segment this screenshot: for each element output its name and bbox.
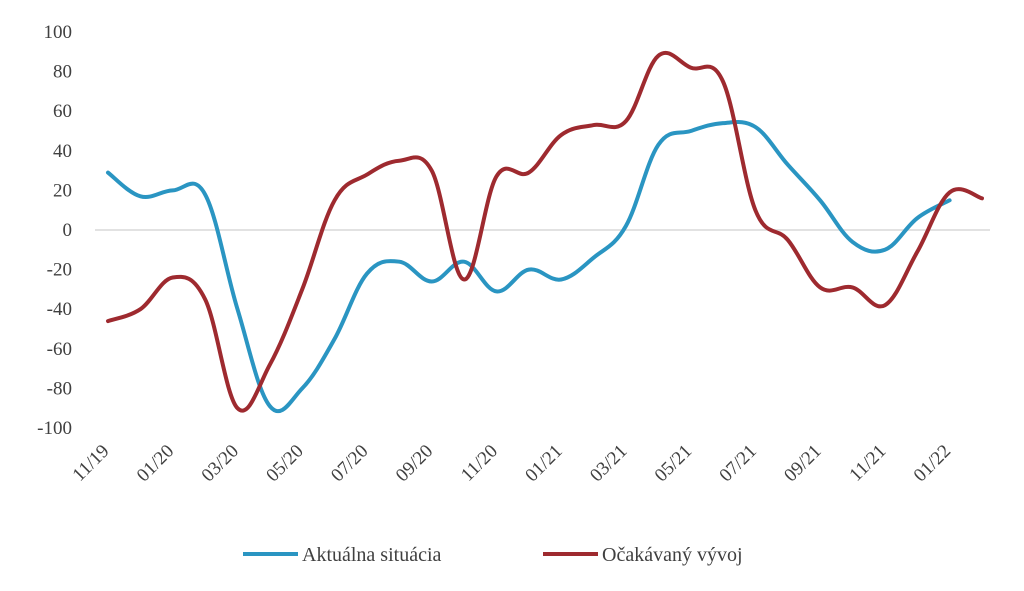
- x-tick-label: 07/21: [715, 441, 760, 486]
- x-tick-label: 05/21: [651, 441, 696, 486]
- y-tick-label: 20: [53, 180, 72, 201]
- y-tick-label: 0: [63, 220, 73, 241]
- x-tick-label: 11/21: [845, 441, 890, 486]
- legend-label-1: Aktuálna situácia: [302, 544, 442, 566]
- y-tick-label: -20: [47, 260, 72, 281]
- y-tick-label: -40: [47, 299, 72, 320]
- x-tick-label: 05/20: [262, 441, 307, 486]
- y-tick-label: 100: [44, 22, 73, 43]
- x-tick-label: 09/20: [392, 441, 437, 486]
- y-axis: 100 80 60 40 20 0 -20 -40 -60 -80 -100: [37, 22, 72, 439]
- x-tick-label: 01/21: [521, 441, 566, 486]
- x-tick-label: 11/20: [457, 441, 502, 486]
- series-line-2: [106, 50, 984, 413]
- legend-label-2: Očakávaný vývoj: [602, 544, 743, 566]
- series-line-1: [106, 120, 952, 414]
- x-tick-label: 11/19: [69, 441, 114, 486]
- y-tick-label: 40: [53, 141, 72, 162]
- legend: Aktuálna situácia Očakávaný vývoj: [243, 544, 743, 566]
- y-tick-label: 60: [53, 101, 72, 122]
- y-tick-label: -80: [47, 378, 72, 399]
- x-tick-label: 01/20: [133, 441, 178, 486]
- series-layer: [106, 50, 984, 414]
- y-tick-label: -100: [37, 418, 72, 439]
- x-tick-label: 01/22: [910, 441, 955, 486]
- y-tick-label: 80: [53, 62, 72, 83]
- x-tick-label: 03/21: [586, 441, 631, 486]
- x-tick-label: 07/20: [327, 441, 372, 486]
- y-tick-label: -60: [47, 339, 72, 360]
- x-axis: 11/19 01/20 03/20 05/20 07/20 09/20 11/20 01/21…: [69, 441, 956, 486]
- x-tick-label: 03/20: [198, 441, 243, 486]
- x-tick-label: 09/21: [780, 441, 825, 486]
